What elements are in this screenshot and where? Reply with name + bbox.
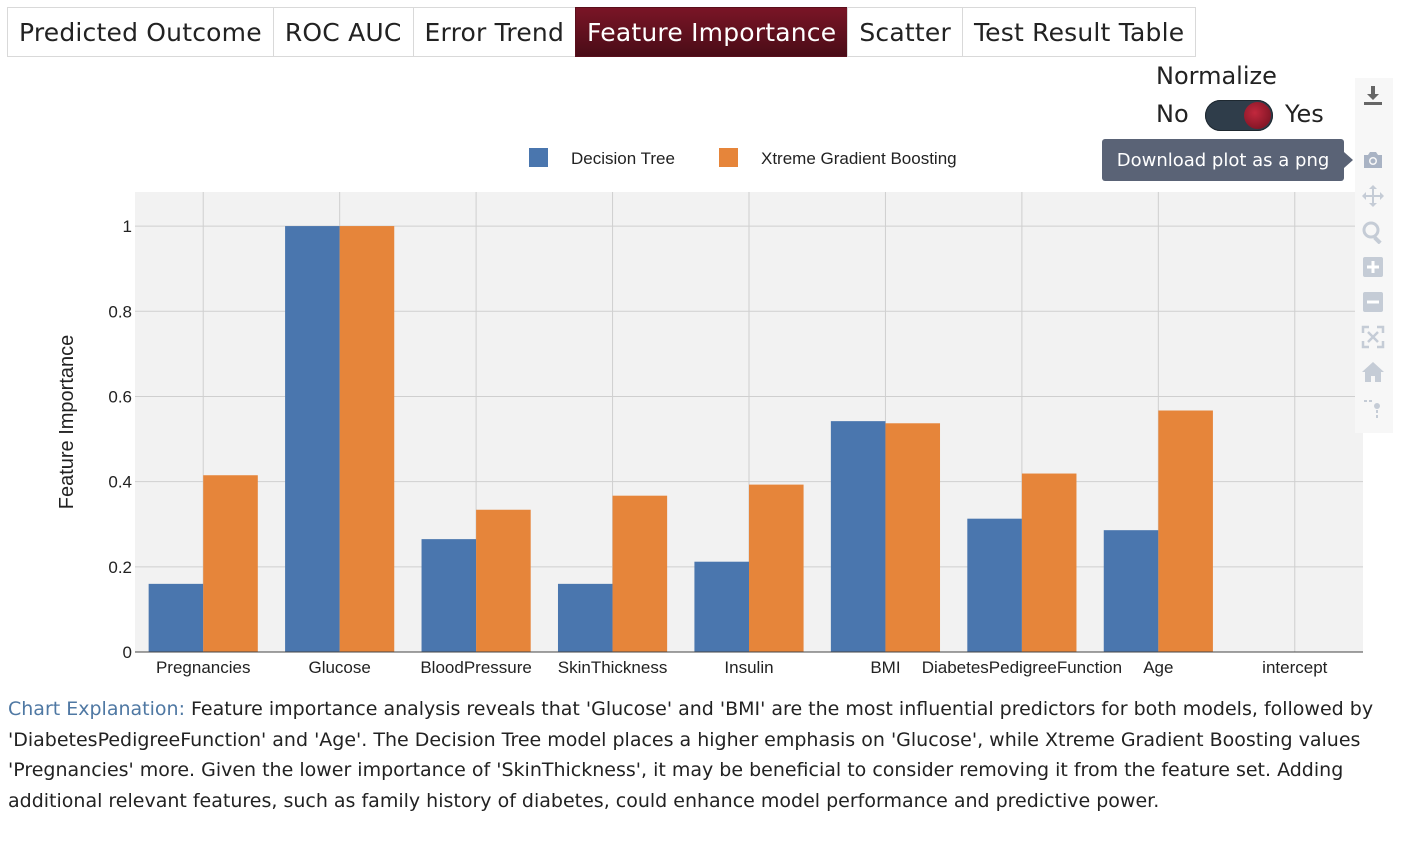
y-tick-label: 0.2: [108, 558, 132, 577]
legend-swatch-xgboost: [719, 148, 738, 167]
tab-scatter[interactable]: Scatter: [847, 7, 963, 57]
download-icon[interactable]: [1358, 80, 1388, 110]
y-axis-title: Feature Importance: [56, 335, 78, 510]
bar-decision-tree: [967, 518, 1022, 652]
tab-roc-auc[interactable]: ROC AUC: [272, 7, 414, 57]
autoscale-icon[interactable]: [1358, 322, 1388, 352]
tab-predicted-outcome[interactable]: Predicted Outcome: [7, 7, 274, 57]
x-tick-label: BloodPressure: [420, 658, 532, 677]
x-tick-label: BMI: [870, 658, 900, 677]
bar-xgboost: [1021, 473, 1077, 652]
legend-label-decision-tree: Decision Tree: [571, 149, 675, 168]
bar-decision-tree: [1103, 530, 1159, 652]
normalize-title: Normalize: [1156, 62, 1277, 90]
legend-swatch-decision-tree: [529, 148, 548, 167]
download-tooltip: Download plot as a png: [1102, 139, 1344, 181]
pan-icon[interactable]: [1358, 181, 1388, 211]
y-tick-label: 0.8: [108, 302, 132, 321]
explanation-text: Feature importance analysis reveals that…: [8, 698, 1374, 812]
x-tick-label: Age: [1143, 658, 1173, 677]
home-icon[interactable]: [1358, 357, 1388, 387]
tooltip-arrow: [1344, 152, 1353, 168]
bar-decision-tree: [830, 421, 886, 652]
tab-feature-importance[interactable]: Feature Importance: [575, 7, 849, 57]
x-tick-label: Pregnancies: [156, 658, 251, 677]
bar-decision-tree: [694, 561, 749, 652]
bar-xgboost: [749, 484, 804, 652]
bar-xgboost: [203, 475, 258, 652]
legend-label-xgboost: Xtreme Gradient Boosting: [761, 149, 957, 168]
y-tick-label: 0: [123, 643, 132, 662]
spike-lines-icon[interactable]: [1358, 392, 1388, 422]
y-tick-label: 1: [123, 217, 132, 236]
chart-explanation: Chart Explanation: Feature importance an…: [8, 694, 1393, 816]
bar-xgboost: [476, 509, 531, 652]
tab-test-result-table[interactable]: Test Result Table: [961, 7, 1197, 57]
zoom-icon[interactable]: [1358, 217, 1388, 247]
bar-decision-tree: [148, 583, 204, 652]
x-tick-label: DiabetesPedigreeFunction: [922, 658, 1122, 677]
x-tick-label: intercept: [1262, 658, 1327, 677]
toggle-knob: [1244, 102, 1271, 129]
explanation-label: Chart Explanation:: [8, 698, 185, 720]
bar-xgboost: [885, 423, 941, 652]
x-tick-label: SkinThickness: [558, 658, 668, 677]
bar-xgboost: [339, 226, 395, 652]
bar-xgboost: [612, 495, 668, 652]
bar-decision-tree: [557, 583, 613, 652]
tab-error-trend[interactable]: Error Trend: [412, 7, 577, 57]
tab-bar: Predicted Outcome ROC AUC Error Trend Fe…: [7, 7, 1197, 57]
camera-icon[interactable]: [1358, 145, 1388, 175]
zoom-in-icon[interactable]: [1358, 252, 1388, 282]
y-tick-label: 0.4: [108, 473, 132, 492]
normalize-on-label: Yes: [1285, 100, 1324, 128]
bar-decision-tree: [421, 539, 477, 652]
bar-xgboost: [1158, 410, 1213, 652]
x-tick-label: Insulin: [724, 658, 773, 677]
y-tick-label: 0.6: [108, 387, 132, 406]
normalize-off-label: No: [1156, 100, 1189, 128]
bar-decision-tree: [285, 226, 340, 652]
x-tick-label: Glucose: [308, 658, 370, 677]
zoom-out-icon[interactable]: [1358, 287, 1388, 317]
normalize-toggle[interactable]: [1205, 100, 1273, 131]
